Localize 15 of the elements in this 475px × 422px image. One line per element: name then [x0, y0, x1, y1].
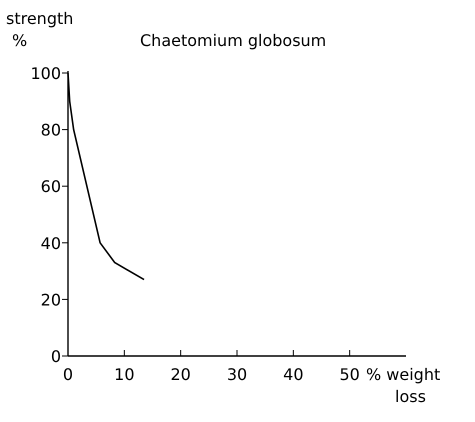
x-tick-label: 0 [62, 365, 74, 384]
x-tick-label: 20 [170, 365, 191, 384]
y-tick-label: 0 [50, 347, 61, 366]
x-tick-label: 30 [226, 365, 248, 384]
x-tick-label: 10 [114, 365, 135, 384]
chart-title: Chaetomium globosum [140, 31, 326, 50]
y-axis-title: strength % [6, 9, 74, 50]
y-tick-label: 100 [30, 64, 61, 83]
x-axis-title: % weight loss [366, 365, 440, 406]
y-tick-label: 80 [40, 120, 61, 140]
x-tick-label: 50 [339, 365, 360, 384]
y-tick-label: 60 [40, 177, 61, 196]
y-tick-label: 40 [40, 234, 61, 253]
x-tick-label: 40 [283, 365, 304, 384]
y-tick-label: 20 [40, 290, 61, 310]
